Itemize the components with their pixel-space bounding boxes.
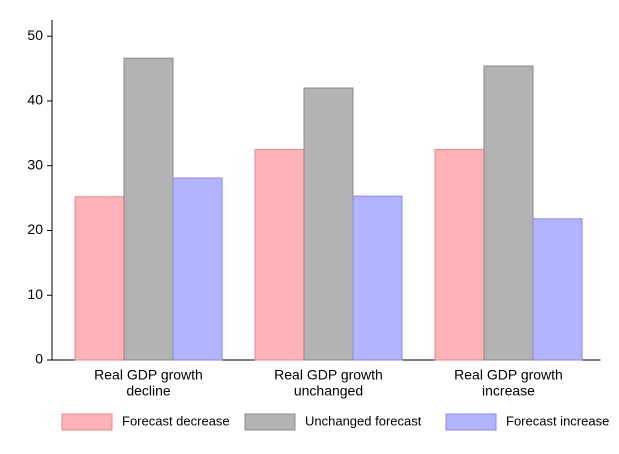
y-tick-label: 20: [27, 221, 43, 237]
y-tick-label: 50: [27, 27, 43, 43]
x-tick-label: Real GDP growth: [94, 367, 203, 383]
bar: [74, 196, 125, 361]
x-tick-label: decline: [126, 383, 171, 399]
bar: [303, 87, 354, 361]
bar: [532, 218, 583, 361]
legend-label: Forecast decrease: [122, 413, 230, 428]
legend-swatch: [244, 413, 296, 431]
x-tick-label: Real GDP growth: [274, 367, 383, 383]
legend-swatch: [445, 413, 497, 431]
bar: [254, 149, 305, 361]
bar: [172, 177, 223, 361]
legend-label: Forecast increase: [506, 413, 609, 428]
y-tick-label: 10: [27, 286, 43, 302]
y-tick-label: 30: [27, 156, 43, 172]
bar: [483, 65, 534, 361]
bar: [123, 57, 174, 361]
y-tick-label: 40: [27, 92, 43, 108]
bar: [434, 149, 485, 361]
bar: [352, 195, 403, 361]
x-tick-label: Real GDP growth: [454, 367, 563, 383]
y-tick-label: 0: [35, 351, 43, 367]
legend-swatch: [61, 413, 113, 431]
legend-label: Unchanged forecast: [305, 413, 422, 428]
x-tick-label: increase: [482, 383, 535, 399]
x-tick-label: unchanged: [294, 383, 363, 399]
